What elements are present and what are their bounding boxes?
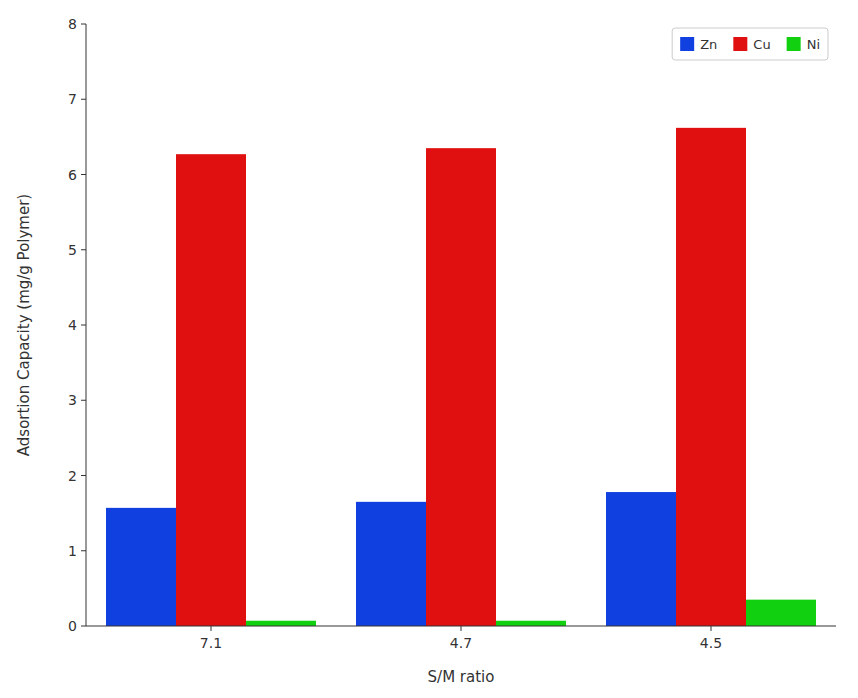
bar (356, 502, 426, 626)
y-tick (81, 400, 86, 401)
y-tick (81, 249, 86, 250)
y-tick (81, 325, 86, 326)
bar (606, 492, 676, 626)
x-tick (461, 626, 462, 631)
bar (176, 154, 246, 626)
y-tick-label: 7 (68, 91, 77, 107)
y-tick-label: 1 (68, 543, 77, 559)
legend-swatch (787, 37, 801, 51)
bar (246, 621, 316, 626)
y-tick (81, 475, 86, 476)
y-tick-label: 6 (68, 167, 77, 183)
bar (496, 621, 566, 626)
y-tick (81, 174, 86, 175)
y-tick (81, 626, 86, 627)
chart: 0 1 2 3 4 5 6 7 8 7.1 4.7 4.5 S/M ratio Adsortion Cap… (0, 0, 858, 698)
y-tick-label: 4 (68, 317, 77, 333)
y-tick (81, 24, 86, 25)
y-tick-label: 8 (68, 16, 77, 32)
legend: Zn Cu Ni (672, 28, 828, 60)
y-tick (81, 550, 86, 551)
y-tick-label: 0 (68, 618, 77, 634)
x-tick (711, 626, 712, 631)
bar (746, 600, 816, 626)
y-tick-label: 3 (68, 392, 77, 408)
bar (426, 148, 496, 626)
legend-label: Ni (807, 37, 820, 52)
legend-swatch (680, 37, 694, 51)
x-axis-label: S/M ratio (428, 668, 495, 686)
y-tick-label: 5 (68, 242, 77, 258)
axes: 0 1 2 3 4 5 6 7 8 7.1 4.7 4.5 (68, 16, 836, 651)
legend-swatch (733, 37, 747, 51)
x-tick-label: 4.5 (700, 635, 722, 651)
x-tick-label: 4.7 (450, 635, 472, 651)
x-tick-label: 7.1 (200, 635, 222, 651)
legend-box (672, 28, 828, 60)
bars (106, 128, 816, 626)
y-tick (81, 99, 86, 100)
y-axis-label: Adsortion Capacity (mg/g Polymer) (15, 194, 33, 456)
bar (106, 508, 176, 626)
y-tick-label: 2 (68, 468, 77, 484)
bar (676, 128, 746, 626)
x-tick (211, 626, 212, 631)
legend-label: Cu (753, 37, 770, 52)
legend-label: Zn (700, 37, 717, 52)
